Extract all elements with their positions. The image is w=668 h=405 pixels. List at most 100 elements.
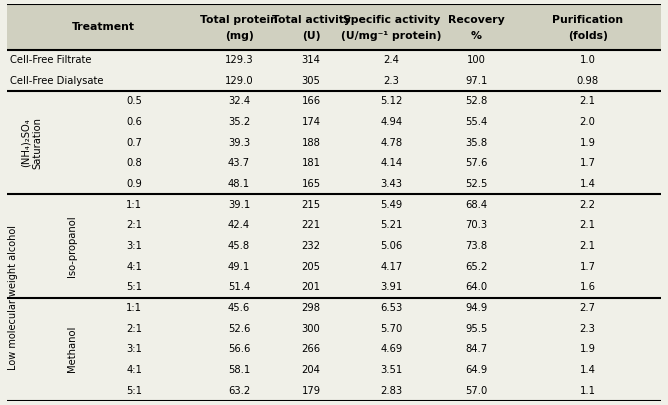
- Text: 2.1: 2.1: [580, 241, 596, 251]
- Text: 1.4: 1.4: [580, 365, 596, 375]
- Text: 0.6: 0.6: [126, 117, 142, 127]
- Text: Recovery: Recovery: [448, 15, 505, 25]
- Text: 2.1: 2.1: [580, 220, 596, 230]
- Text: 215: 215: [301, 200, 321, 210]
- Text: 68.4: 68.4: [466, 200, 488, 210]
- Text: 2:1: 2:1: [126, 220, 142, 230]
- Text: Methanol: Methanol: [67, 326, 77, 373]
- Text: (mg): (mg): [224, 31, 253, 40]
- Text: (folds): (folds): [568, 31, 608, 40]
- Text: 204: 204: [302, 365, 321, 375]
- Text: 179: 179: [301, 386, 321, 396]
- Text: 300: 300: [302, 324, 321, 334]
- Text: 57.6: 57.6: [465, 158, 488, 168]
- Text: 94.9: 94.9: [465, 303, 488, 313]
- Text: 5.49: 5.49: [380, 200, 402, 210]
- Text: 298: 298: [301, 303, 321, 313]
- Text: 35.2: 35.2: [228, 117, 250, 127]
- Text: 39.3: 39.3: [228, 138, 250, 148]
- Text: 181: 181: [301, 158, 321, 168]
- Text: Specific activity: Specific activity: [343, 15, 440, 25]
- Text: 5:1: 5:1: [126, 282, 142, 292]
- Text: 2.3: 2.3: [383, 76, 399, 86]
- Text: 64.0: 64.0: [466, 282, 488, 292]
- Text: 84.7: 84.7: [466, 344, 488, 354]
- Text: (NH₄)₂SO₄
Saturation: (NH₄)₂SO₄ Saturation: [21, 117, 42, 168]
- Text: 42.4: 42.4: [228, 220, 250, 230]
- Text: 1.4: 1.4: [580, 179, 596, 189]
- Text: 2.3: 2.3: [580, 324, 596, 334]
- Text: 4:1: 4:1: [126, 262, 142, 272]
- Text: 5.06: 5.06: [380, 241, 402, 251]
- Text: 43.7: 43.7: [228, 158, 250, 168]
- Text: 0.98: 0.98: [576, 76, 599, 86]
- Text: Purification: Purification: [552, 15, 623, 25]
- Text: 6.53: 6.53: [380, 303, 402, 313]
- Text: Low molecular weight alcohol: Low molecular weight alcohol: [8, 225, 18, 370]
- Text: 305: 305: [302, 76, 321, 86]
- Text: 1.1: 1.1: [580, 386, 596, 396]
- Text: 232: 232: [301, 241, 321, 251]
- Text: 70.3: 70.3: [466, 220, 488, 230]
- Text: Treatment: Treatment: [71, 22, 135, 32]
- Text: 4.78: 4.78: [380, 138, 402, 148]
- Text: 5.70: 5.70: [380, 324, 402, 334]
- Text: 2.7: 2.7: [580, 303, 596, 313]
- Text: 65.2: 65.2: [465, 262, 488, 272]
- Text: 49.1: 49.1: [228, 262, 250, 272]
- Text: 2.83: 2.83: [380, 386, 402, 396]
- Text: 4.14: 4.14: [380, 158, 402, 168]
- Text: 63.2: 63.2: [228, 386, 250, 396]
- Text: 0.7: 0.7: [126, 138, 142, 148]
- Text: 0.8: 0.8: [126, 158, 142, 168]
- Text: 314: 314: [302, 55, 321, 65]
- Text: 1.0: 1.0: [580, 55, 596, 65]
- Text: 129.3: 129.3: [224, 55, 253, 65]
- Text: 3:1: 3:1: [126, 241, 142, 251]
- Text: (U): (U): [302, 31, 321, 40]
- Text: 205: 205: [301, 262, 321, 272]
- Text: 57.0: 57.0: [465, 386, 488, 396]
- Text: 5.12: 5.12: [380, 96, 402, 107]
- Text: Total activity: Total activity: [272, 15, 351, 25]
- Text: 1:1: 1:1: [126, 303, 142, 313]
- Text: 5:1: 5:1: [126, 386, 142, 396]
- Text: 266: 266: [301, 344, 321, 354]
- Text: 55.4: 55.4: [465, 117, 488, 127]
- Text: 129.0: 129.0: [224, 76, 253, 86]
- Text: Cell-Free Filtrate: Cell-Free Filtrate: [10, 55, 92, 65]
- Text: Iso-propanol: Iso-propanol: [67, 215, 77, 277]
- Text: 1.7: 1.7: [580, 158, 596, 168]
- Text: 32.4: 32.4: [228, 96, 250, 107]
- Text: 3.91: 3.91: [380, 282, 402, 292]
- Text: 0.9: 0.9: [126, 179, 142, 189]
- Text: 188: 188: [302, 138, 321, 148]
- Text: 56.6: 56.6: [228, 344, 250, 354]
- Text: 166: 166: [301, 96, 321, 107]
- Text: 48.1: 48.1: [228, 179, 250, 189]
- Text: 51.4: 51.4: [228, 282, 250, 292]
- Text: 2.2: 2.2: [580, 200, 596, 210]
- Text: 52.5: 52.5: [465, 179, 488, 189]
- Text: 0.5: 0.5: [126, 96, 142, 107]
- Text: 52.8: 52.8: [465, 96, 488, 107]
- Bar: [7, 4, 661, 50]
- Text: 174: 174: [301, 117, 321, 127]
- Text: 35.8: 35.8: [466, 138, 488, 148]
- Text: (U/mg⁻¹ protein): (U/mg⁻¹ protein): [341, 31, 442, 40]
- Text: 1:1: 1:1: [126, 200, 142, 210]
- Text: 2.4: 2.4: [383, 55, 399, 65]
- Text: %: %: [471, 31, 482, 40]
- Text: 3.51: 3.51: [380, 365, 402, 375]
- Text: 4.17: 4.17: [380, 262, 402, 272]
- Text: 3.43: 3.43: [380, 179, 402, 189]
- Text: 58.1: 58.1: [228, 365, 250, 375]
- Text: 1.7: 1.7: [580, 262, 596, 272]
- Text: 100: 100: [467, 55, 486, 65]
- Text: 201: 201: [301, 282, 321, 292]
- Text: 2.1: 2.1: [580, 96, 596, 107]
- Text: 4.69: 4.69: [380, 344, 402, 354]
- Text: 64.9: 64.9: [465, 365, 488, 375]
- Text: 39.1: 39.1: [228, 200, 250, 210]
- Text: 2:1: 2:1: [126, 324, 142, 334]
